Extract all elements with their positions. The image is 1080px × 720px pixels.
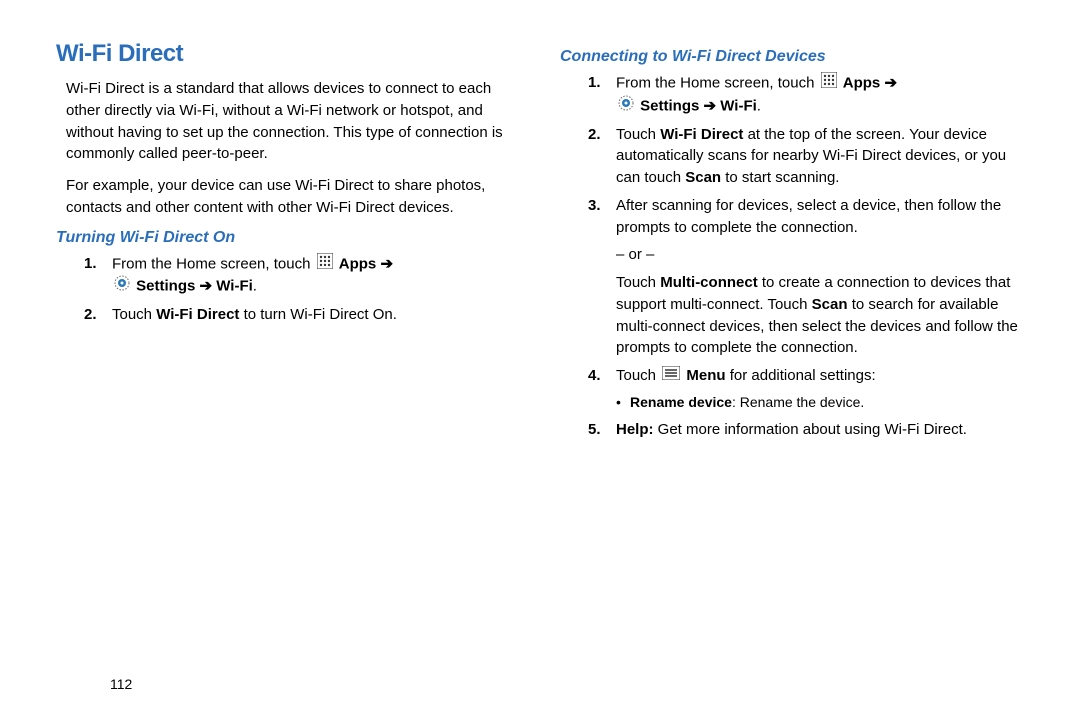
intro-paragraph-1: Wi-Fi Direct is a standard that allows d… — [56, 78, 520, 165]
wifi-label: Wi-Fi — [720, 97, 757, 114]
arrow-icon: ➔ — [200, 278, 213, 295]
menu-icon — [662, 365, 680, 387]
help-label: Help: — [616, 421, 654, 438]
step-text: Touch — [616, 274, 660, 291]
step-number: 3. — [588, 195, 601, 217]
step-2: 2. Touch Wi-Fi Direct to turn Wi-Fi Dire… — [84, 304, 520, 326]
section-turning-on-title: Turning Wi-Fi Direct On — [56, 229, 520, 247]
step-1: 1. From the Home screen, touch Apps ➔ Se… — [588, 72, 1024, 118]
settings-icon — [114, 275, 130, 298]
multi-connect-label: Multi-connect — [660, 274, 758, 291]
step-number: 1. — [84, 253, 97, 275]
step-3: 3. After scanning for devices, select a … — [588, 195, 1024, 239]
step-text: Touch — [112, 306, 156, 323]
section-connecting-title: Connecting to Wi-Fi Direct Devices — [560, 48, 1024, 66]
rename-label: Rename device — [630, 394, 732, 410]
menu-label: Menu — [686, 367, 725, 384]
settings-label: Settings — [136, 278, 199, 295]
step-text: Touch — [616, 126, 660, 143]
settings-label: Settings — [640, 97, 703, 114]
step-text: to turn Wi-Fi Direct On. — [239, 306, 397, 323]
or-divider: – or – — [560, 244, 1024, 266]
apps-icon — [317, 253, 333, 276]
scan-label: Scan — [685, 169, 721, 186]
wifi-direct-label: Wi-Fi Direct — [660, 126, 743, 143]
step-number: 2. — [588, 124, 601, 146]
left-column: Wi-Fi Direct Wi-Fi Direct is a standard … — [56, 40, 520, 446]
step-text: After scanning for devices, select a dev… — [616, 197, 1001, 236]
intro-paragraph-2: For example, your device can use Wi-Fi D… — [56, 175, 520, 219]
menu-options: Rename device: Rename the device. — [560, 393, 1024, 413]
step-number: 4. — [588, 365, 601, 387]
step-3-alt: Touch Multi-connect to create a connecti… — [560, 272, 1024, 359]
right-column: Connecting to Wi-Fi Direct Devices 1. Fr… — [560, 40, 1024, 446]
step-text: From the Home screen, touch — [112, 255, 315, 272]
wifi-direct-label: Wi-Fi Direct — [156, 306, 239, 323]
arrow-icon: ➔ — [380, 255, 393, 272]
step-text: to start scanning. — [721, 169, 839, 186]
apps-icon — [821, 72, 837, 95]
step-text: From the Home screen, touch — [616, 74, 819, 91]
arrow-icon: ➔ — [704, 97, 717, 114]
connecting-steps-cont: 4. Touch Menu for additional settings: — [560, 365, 1024, 387]
step-number: 1. — [588, 72, 601, 94]
step-text: for additional settings: — [730, 367, 876, 384]
connecting-steps: 1. From the Home screen, touch Apps ➔ Se… — [560, 72, 1024, 238]
scan-label: Scan — [812, 296, 848, 313]
apps-label: Apps — [339, 255, 381, 272]
settings-icon — [618, 95, 634, 118]
step-text: Touch — [616, 367, 660, 384]
bullet-rename: Rename device: Rename the device. — [616, 393, 1024, 413]
page-title: Wi-Fi Direct — [56, 40, 520, 68]
apps-label: Apps — [843, 74, 885, 91]
content-columns: Wi-Fi Direct Wi-Fi Direct is a standard … — [56, 40, 1024, 446]
step-4: 4. Touch Menu for additional settings: — [588, 365, 1024, 387]
step-number: 2. — [84, 304, 97, 326]
help-desc: Get more information about using Wi-Fi D… — [654, 421, 967, 438]
period: . — [757, 97, 761, 114]
step-number: 5. — [588, 419, 601, 441]
rename-desc: : Rename the device. — [732, 394, 864, 410]
step-1: 1. From the Home screen, touch Apps ➔ Se… — [84, 253, 520, 299]
period: . — [253, 278, 257, 295]
page-number: 112 — [110, 676, 132, 692]
connecting-steps-cont2: 5. Help: Get more information about usin… — [560, 419, 1024, 441]
step-2: 2. Touch Wi-Fi Direct at the top of the … — [588, 124, 1024, 189]
turning-on-steps: 1. From the Home screen, touch Apps ➔ Se… — [56, 253, 520, 326]
arrow-icon: ➔ — [884, 74, 897, 91]
step-5: 5. Help: Get more information about usin… — [588, 419, 1024, 441]
wifi-label: Wi-Fi — [216, 278, 253, 295]
